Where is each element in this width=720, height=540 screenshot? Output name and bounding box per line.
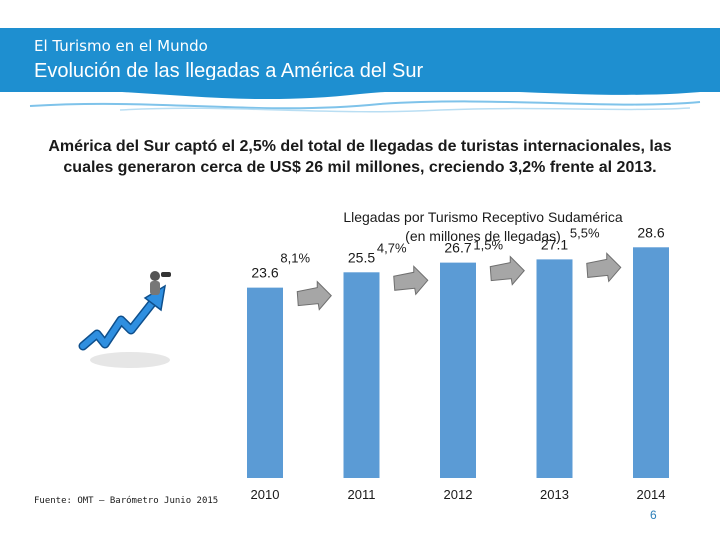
value-label-2014: 28.6 bbox=[637, 224, 664, 240]
bar-2013 bbox=[536, 259, 573, 478]
summary-text: América del Sur captó el 2,5% del total … bbox=[0, 136, 720, 178]
chart-title: Llegadas por Turismo Receptivo Sudaméric… bbox=[298, 208, 668, 246]
growth-arrow-with-figure-icon bbox=[78, 271, 171, 368]
growth-label-2012: 4,7% bbox=[377, 241, 407, 256]
growth-arrows-layer bbox=[296, 252, 622, 311]
growth-arrow-2014 bbox=[586, 252, 622, 283]
growth-label-2011: 8,1% bbox=[280, 250, 310, 265]
growth-arrow-2011 bbox=[296, 280, 332, 311]
chart-title-line-1: Llegadas por Turismo Receptivo Sudaméric… bbox=[343, 209, 623, 225]
bar-2014 bbox=[633, 247, 669, 478]
value-label-2010: 23.6 bbox=[251, 265, 278, 281]
value-label-2013: 27.1 bbox=[541, 236, 568, 252]
category-label-2010: 2010 bbox=[251, 487, 280, 502]
chart-title-line-2: (en millones de llegadas) bbox=[405, 228, 561, 244]
bar-2010 bbox=[247, 287, 283, 478]
category-label-2013: 2013 bbox=[540, 487, 569, 502]
growth-arrow-2012 bbox=[393, 265, 429, 296]
summary-line-2: cuales generaron cerca de US$ 26 mil mil… bbox=[63, 159, 657, 176]
labels-layer: 23.6 2010 25.5 2011 26.7 2012 27.1 2013 28.6 2014… bbox=[251, 224, 666, 502]
page-title: Evolución de las llegadas a América del … bbox=[34, 60, 424, 82]
category-label-2011: 2011 bbox=[348, 487, 376, 502]
value-label-2012: 26.7 bbox=[444, 240, 471, 256]
growth-label-2013: 1,5% bbox=[473, 237, 503, 252]
category-label-2014: 2014 bbox=[637, 487, 666, 502]
growth-label-2014: 5,5% bbox=[570, 225, 600, 240]
section-supertitle: El Turismo en el Mundo bbox=[34, 37, 208, 55]
bar-2011 bbox=[343, 272, 380, 478]
wave-decoration bbox=[0, 80, 720, 113]
header: El Turismo en el Mundo Evolución de las … bbox=[0, 0, 720, 120]
growth-arrow-2013 bbox=[489, 255, 525, 286]
source-note: Fuente: OMT – Barómetro Junio 2015 bbox=[34, 496, 219, 506]
bar-2012 bbox=[440, 262, 476, 478]
page-number: 6 bbox=[650, 508, 657, 522]
summary-line-1: América del Sur captó el 2,5% del total … bbox=[48, 138, 672, 155]
bars-layer bbox=[247, 247, 669, 478]
category-label-2012: 2012 bbox=[444, 487, 473, 502]
value-label-2011: 25.5 bbox=[348, 249, 375, 265]
